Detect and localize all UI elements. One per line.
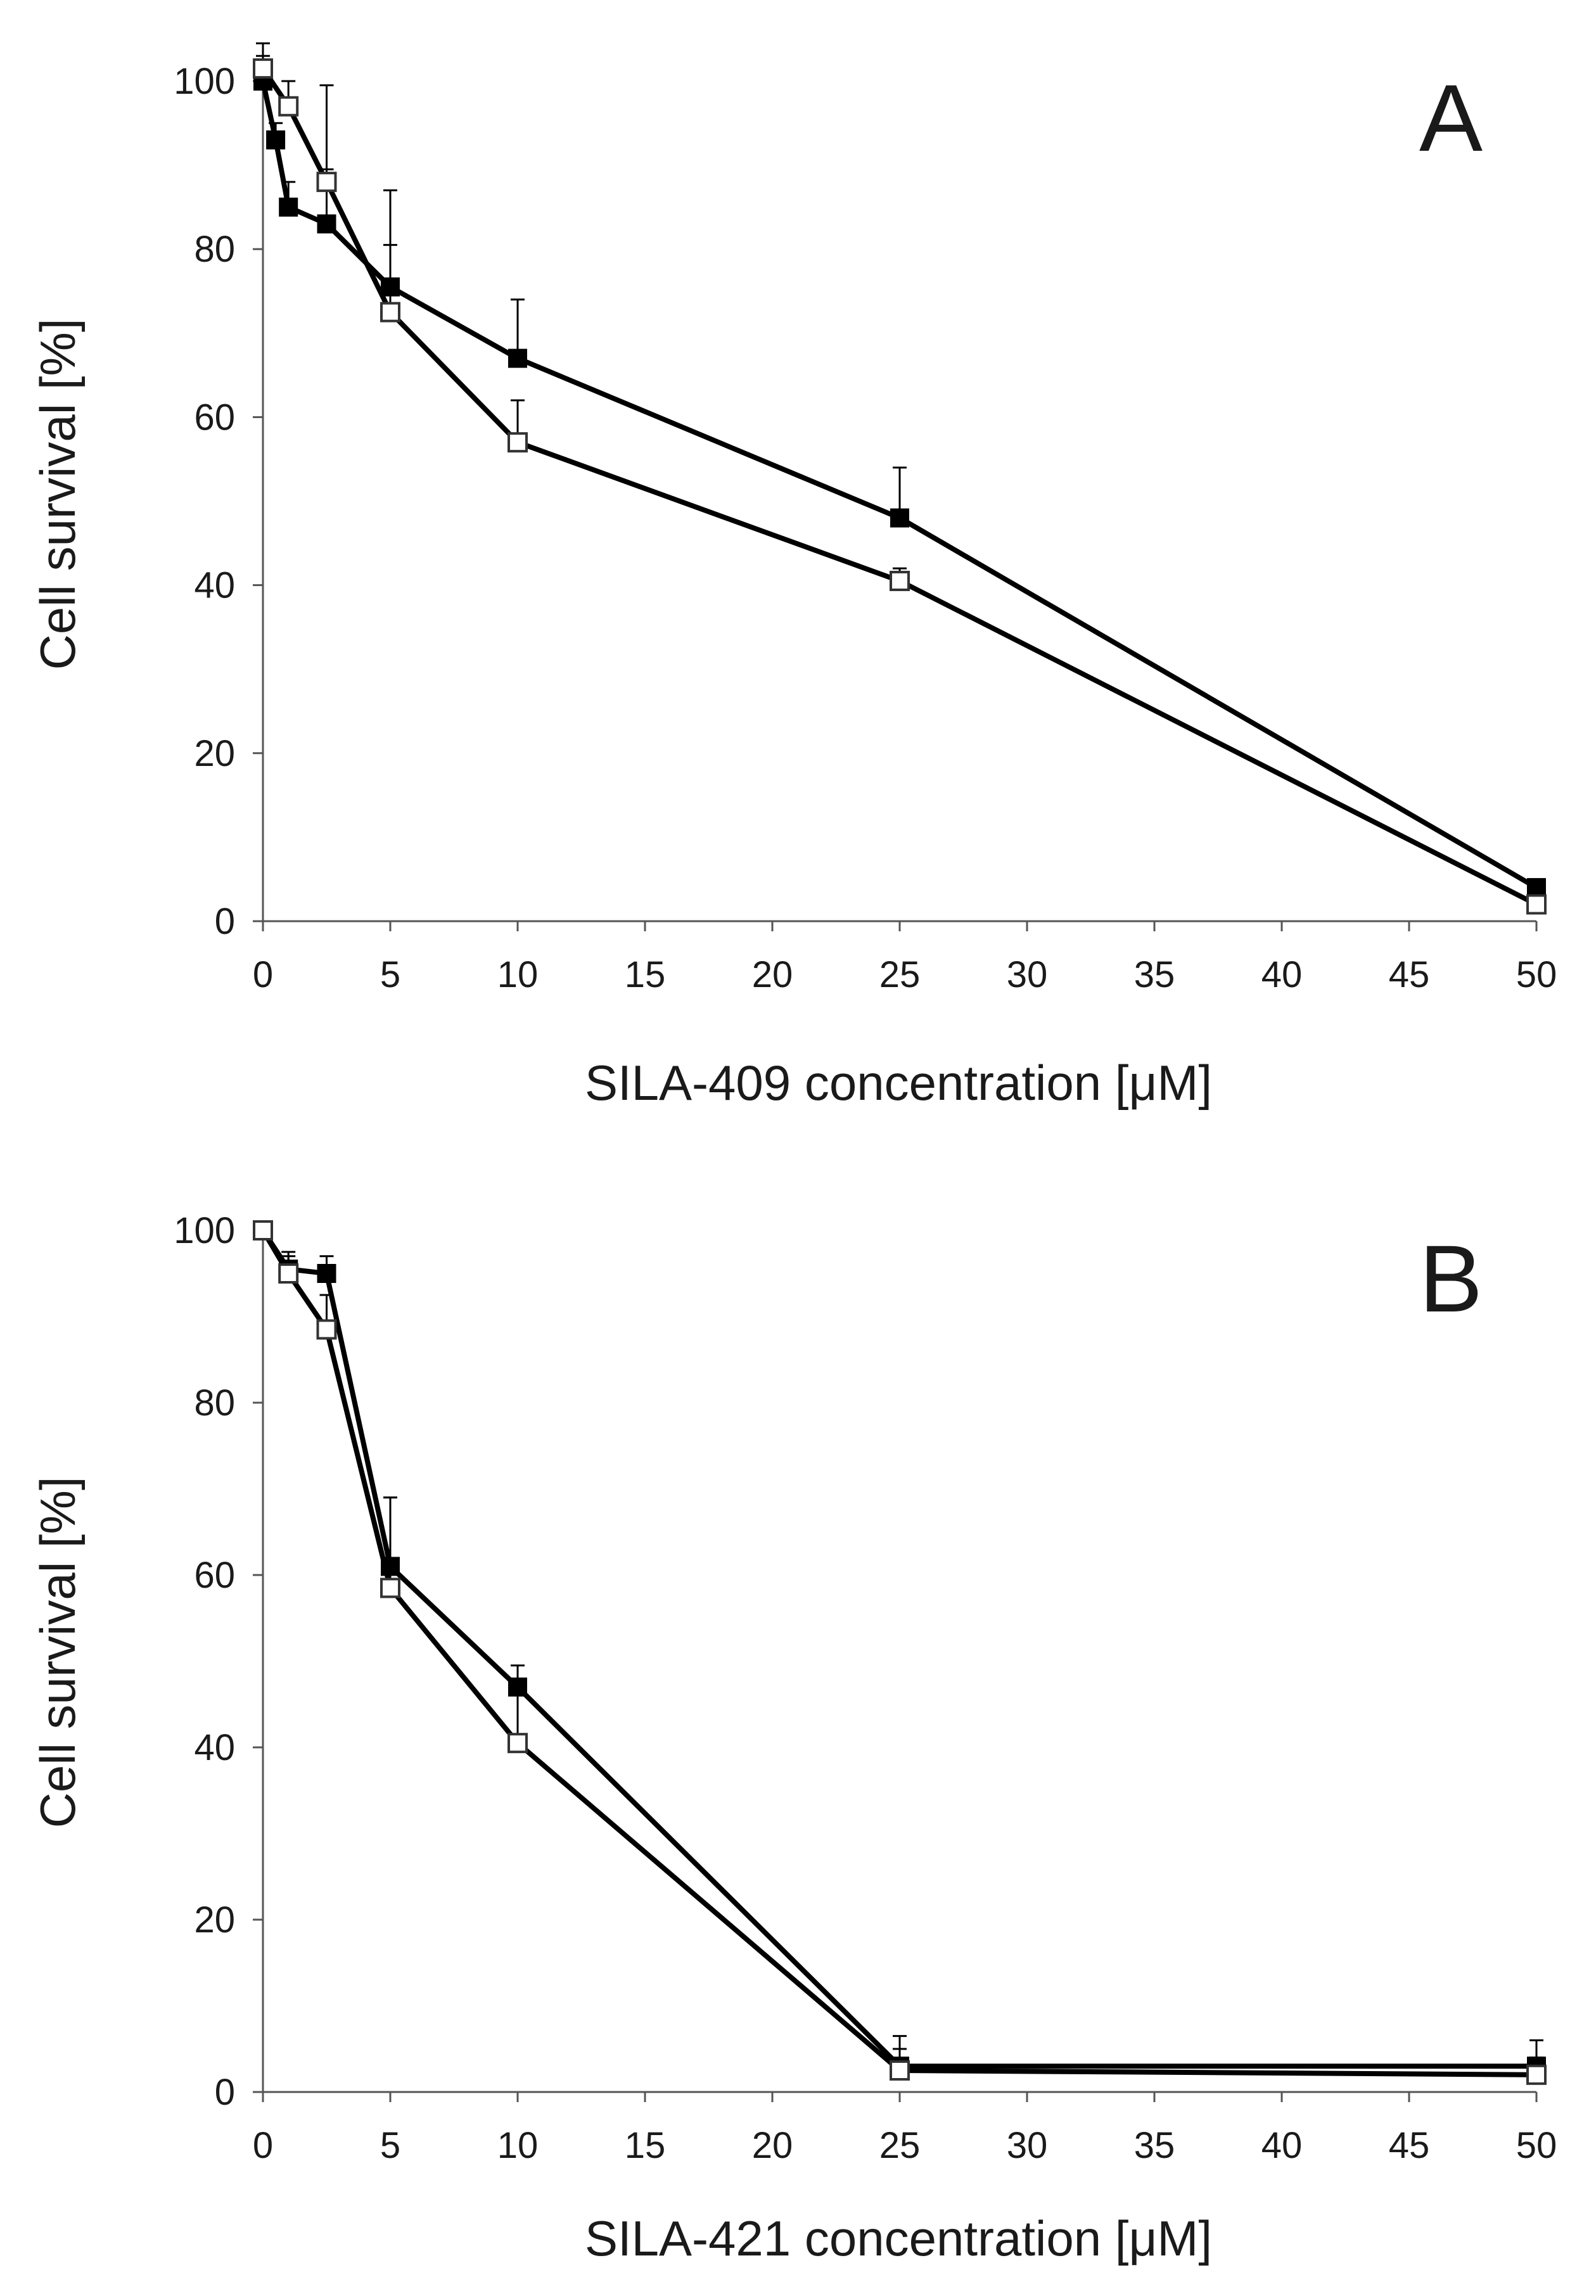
panel-b-series-1-point — [317, 1264, 336, 1283]
panel-b-series-2-point — [253, 1220, 273, 1240]
panel-b-x-tick-label: 0 — [253, 2125, 273, 2166]
panel-b-series-2-point — [278, 1263, 299, 1284]
panel-b-series-2-point — [508, 1733, 528, 1754]
panel-b-x-tick-label: 45 — [1389, 2125, 1430, 2166]
panel-b-x-tick-label: 30 — [1007, 2125, 1048, 2166]
panel-b-x-tick-label: 15 — [625, 2125, 666, 2166]
panel-a-series-2-point — [508, 432, 528, 453]
panel-b-x-tick-label: 25 — [879, 2125, 921, 2166]
panel-a-series-1-point — [1527, 877, 1546, 897]
panel-a-x-tick-label: 10 — [497, 954, 539, 995]
panel-b-chart: Cell survival [%] SILA-421 concentration… — [30, 1210, 1557, 2266]
panel-a-x-tick-label: 45 — [1389, 954, 1430, 995]
panel-a-series-2-point — [890, 570, 910, 591]
panel-b-x-tick-label: 50 — [1516, 2125, 1557, 2166]
panel-a-x-tick-label: 35 — [1134, 954, 1175, 995]
panel-a-series-1-point — [508, 348, 527, 368]
panel-b-series-2-point — [890, 2060, 910, 2081]
panel-a-series-2-point — [380, 302, 400, 322]
panel-a-x-tick-label: 40 — [1261, 954, 1303, 995]
panel-a-x-tick-label: 0 — [253, 954, 273, 995]
panel-b-y-tick-label: 40 — [194, 1727, 235, 1768]
panel-b-series-2-point — [316, 1319, 337, 1340]
panel-b-y-axis-label: Cell survival [%] — [30, 1477, 86, 1828]
panel-b-x-tick-label: 10 — [497, 2125, 539, 2166]
panel-a-letter: A — [1419, 65, 1483, 171]
panel-a-x-tick-label: 30 — [1007, 954, 1048, 995]
panel-b-y-tick-label: 60 — [194, 1555, 235, 1596]
panel-a-x-axis-label: SILA-409 concentration [μM] — [585, 1055, 1212, 1111]
panel-a-y-axis-label: Cell survival [%] — [30, 319, 86, 670]
panel-a-y-tick-label: 40 — [194, 565, 235, 606]
panel-a-y-tick-label: 80 — [194, 229, 235, 270]
panel-b-letter: B — [1419, 1225, 1483, 1332]
panel-a-y-tick-label: 100 — [174, 61, 235, 102]
panel-a-series-2-point — [1526, 894, 1547, 915]
panel-a-y-tick-label: 0 — [215, 901, 235, 942]
panel-a-series-2-point — [253, 58, 273, 79]
panel-a-x-tick-label: 50 — [1516, 954, 1557, 995]
panel-b-series-2-point — [380, 1578, 400, 1598]
panel-a-series-1-point — [266, 130, 286, 150]
panel-b-y-tick-label: 80 — [194, 1382, 235, 1424]
panel-b-x-axis-label: SILA-421 concentration [μM] — [585, 2210, 1212, 2266]
panel-b-y-tick-label: 0 — [215, 2072, 235, 2113]
panel-b-x-tick-label: 5 — [380, 2125, 400, 2166]
panel-a-x-tick-label: 20 — [752, 954, 793, 995]
panel-a-y-tick-label: 60 — [194, 397, 235, 438]
panel-b-series-2-point — [1526, 2064, 1547, 2085]
panel-a-series-2-point — [316, 172, 337, 193]
panel-b-x-tick-label: 20 — [752, 2125, 793, 2166]
panel-a-x-tick-label: 25 — [879, 954, 921, 995]
panel-b-y-tick-label: 100 — [174, 1210, 235, 1251]
panel-a-x-tick-label: 15 — [625, 954, 666, 995]
panel-a-series-1-point — [279, 197, 298, 217]
panel-a-series-1-point — [317, 214, 336, 234]
panel-a-chart: Cell survival [%] SILA-409 concentration… — [30, 42, 1557, 1111]
panel-a-x-tick-label: 5 — [380, 954, 400, 995]
panel-b-y-tick-label: 20 — [194, 1899, 235, 1941]
panel-a-series-2-point — [278, 96, 299, 117]
panel-b-x-tick-label: 40 — [1261, 2125, 1303, 2166]
panel-a-y-tick-label: 20 — [194, 733, 235, 774]
panel-a-series-1-point — [890, 508, 909, 528]
panel-a-series-1-line — [260, 80, 1538, 890]
panel-b-x-tick-label: 35 — [1134, 2125, 1175, 2166]
